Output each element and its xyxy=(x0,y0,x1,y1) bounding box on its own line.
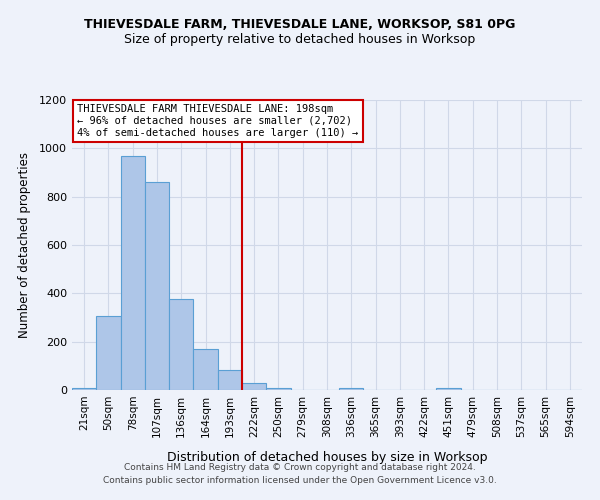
Bar xyxy=(339,388,364,390)
Bar xyxy=(193,349,218,390)
Y-axis label: Number of detached properties: Number of detached properties xyxy=(17,152,31,338)
Text: Contains HM Land Registry data © Crown copyright and database right 2024.
Contai: Contains HM Land Registry data © Crown c… xyxy=(103,464,497,485)
X-axis label: Distribution of detached houses by size in Worksop: Distribution of detached houses by size … xyxy=(167,451,487,464)
Bar xyxy=(145,182,169,390)
Text: THIEVESDALE FARM THIEVESDALE LANE: 198sqm
← 96% of detached houses are smaller (: THIEVESDALE FARM THIEVESDALE LANE: 198sq… xyxy=(77,104,358,138)
Bar xyxy=(169,300,193,390)
Bar xyxy=(72,388,96,390)
Bar xyxy=(218,370,242,390)
Bar xyxy=(436,388,461,390)
Text: THIEVESDALE FARM, THIEVESDALE LANE, WORKSOP, S81 0PG: THIEVESDALE FARM, THIEVESDALE LANE, WORK… xyxy=(85,18,515,30)
Bar xyxy=(242,383,266,390)
Bar xyxy=(121,156,145,390)
Text: Size of property relative to detached houses in Worksop: Size of property relative to detached ho… xyxy=(124,32,476,46)
Bar xyxy=(96,316,121,390)
Bar xyxy=(266,388,290,390)
